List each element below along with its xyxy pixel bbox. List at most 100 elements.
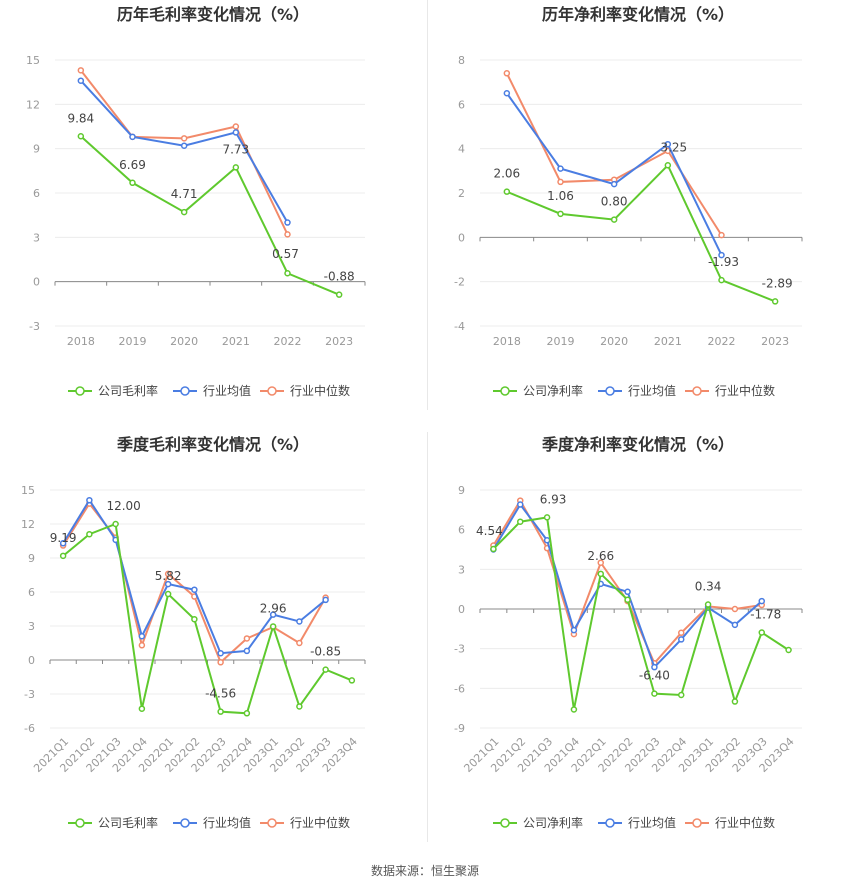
data-label: 12.00 — [106, 499, 140, 513]
chart-annual-gross: 历年毛利率变化情况（%） -3 0 3 6 9 12 15 2018 2019 2020 2021 20… — [26, 5, 366, 398]
y-tick-label: 0 — [458, 603, 465, 616]
y-tick-label: 15 — [26, 54, 40, 67]
y-tick-label: 9 — [33, 143, 40, 156]
data-label: 2.96 — [260, 601, 287, 615]
x-tick-label: 2023 — [761, 335, 789, 348]
data-point — [731, 621, 739, 629]
data-point — [217, 708, 224, 715]
data-point — [180, 135, 188, 142]
data-point — [570, 706, 578, 713]
series-line — [62, 501, 327, 664]
data-point — [517, 518, 524, 525]
data-label: 9.19 — [50, 531, 77, 545]
y-tick-label: 12 — [26, 98, 40, 111]
series-line — [492, 498, 762, 666]
chart-title: 季度毛利率变化情况（%） — [116, 435, 309, 454]
data-label: 2.66 — [587, 549, 614, 563]
y-tick-label: 4 — [458, 143, 465, 156]
legend-label: 公司净利率 — [523, 815, 583, 830]
data-point — [77, 67, 85, 74]
data-point — [557, 210, 564, 218]
data-label: 0.80 — [601, 195, 628, 209]
legend-marker — [605, 386, 615, 396]
data-point — [731, 605, 739, 613]
y-tick-label: -9 — [454, 722, 465, 735]
chart-title: 历年毛利率变化情况（%） — [117, 5, 309, 24]
data-label: 4.54 — [476, 524, 503, 538]
data-point — [77, 133, 85, 140]
y-tick-label: 15 — [21, 484, 35, 497]
series-line — [492, 516, 790, 710]
legend-label: 行业中位数 — [290, 383, 350, 398]
data-point — [296, 618, 303, 625]
data-point — [129, 179, 136, 187]
data-label: -2.89 — [762, 276, 793, 290]
y-tick-label: 6 — [33, 187, 40, 200]
data-label: 5.82 — [155, 569, 182, 583]
data-point — [597, 570, 604, 578]
data-point — [59, 540, 67, 547]
data-point — [678, 636, 685, 643]
legend-label: 公司毛利率 — [98, 815, 158, 830]
x-tick-label: 2021 — [222, 335, 250, 348]
y-tick-label: 0 — [458, 231, 465, 244]
data-point — [59, 552, 67, 560]
y-tick-label: -6 — [24, 722, 35, 735]
y-tick-label: -4 — [454, 320, 465, 333]
legend-label: 行业均值 — [203, 815, 251, 830]
series-line — [80, 135, 340, 296]
data-point — [543, 514, 551, 521]
x-tick-label: 2022 — [274, 335, 302, 348]
data-label: -0.88 — [324, 270, 355, 284]
data-point — [597, 559, 604, 566]
data-point — [217, 649, 224, 657]
legend-marker — [180, 818, 190, 828]
y-tick-label: 0 — [28, 654, 35, 667]
y-tick-label: 3 — [458, 563, 465, 576]
series-line — [62, 498, 327, 655]
data-point — [758, 629, 765, 636]
legend-label: 行业中位数 — [290, 815, 350, 830]
data-point — [77, 77, 85, 84]
data-point — [624, 596, 631, 603]
data-label: -0.85 — [310, 645, 341, 659]
series-line — [506, 92, 723, 256]
legend-label: 行业均值 — [628, 815, 676, 830]
y-tick-label: 9 — [28, 552, 35, 565]
legend-label: 行业均值 — [203, 383, 251, 398]
data-label: 7.73 — [222, 142, 249, 156]
data-point — [269, 623, 277, 630]
data-point — [543, 536, 551, 544]
y-tick-label: -3 — [29, 320, 40, 333]
data-point — [243, 710, 251, 717]
y-tick-label: 6 — [28, 586, 35, 599]
data-point — [718, 276, 725, 284]
y-tick-label: -3 — [454, 643, 465, 656]
series-line — [506, 163, 776, 303]
legend-marker — [500, 818, 510, 828]
chart-annual-net: 历年净利率变化情况（%） -4 -2 0 2 4 6 8 2018 2019 2020 2021 202… — [454, 5, 803, 398]
data-label: 2.06 — [493, 167, 520, 181]
data-point — [503, 90, 511, 97]
series-line — [62, 522, 353, 715]
data-point — [86, 496, 93, 504]
vertical-divider — [427, 0, 428, 410]
data-point — [651, 690, 658, 697]
data-point — [284, 269, 291, 277]
legend-marker — [267, 818, 277, 828]
chart-title: 季度净利率变化情况（%） — [541, 435, 734, 454]
data-point — [138, 642, 146, 649]
data-point — [217, 659, 224, 666]
data-point — [191, 586, 198, 593]
data-point — [503, 70, 511, 77]
data-point — [718, 251, 725, 259]
data-label: -4.56 — [205, 687, 236, 701]
data-point — [557, 165, 564, 172]
x-tick-label: 2018 — [67, 335, 95, 348]
x-tick-label: 2019 — [547, 335, 575, 348]
data-point — [138, 705, 146, 712]
data-point — [296, 703, 303, 710]
vertical-divider-lower — [427, 432, 428, 842]
data-point — [129, 133, 136, 141]
